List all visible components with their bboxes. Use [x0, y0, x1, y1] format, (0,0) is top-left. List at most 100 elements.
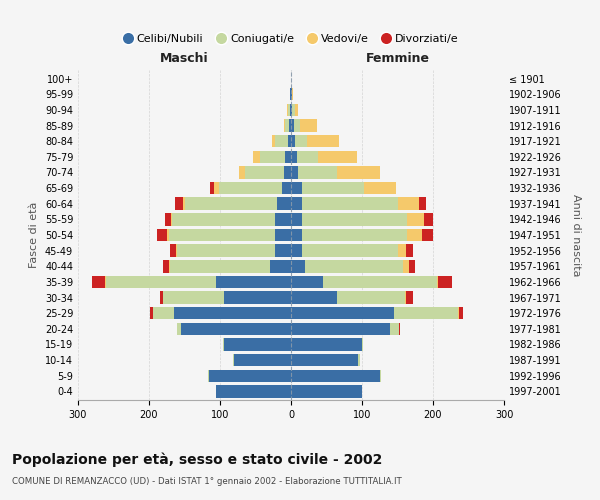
Bar [224, 338, 291, 350]
Bar [286, 150, 291, 163]
Bar [404, 292, 406, 304]
Bar [284, 166, 291, 178]
Bar [183, 198, 185, 210]
Bar [337, 292, 404, 304]
Bar [291, 135, 295, 147]
Bar [151, 307, 152, 320]
Bar [302, 213, 407, 226]
Bar [260, 150, 286, 163]
Bar [270, 260, 291, 272]
Bar [239, 166, 245, 178]
Bar [217, 276, 291, 288]
Bar [291, 182, 302, 194]
Bar [291, 307, 394, 320]
Bar [289, 120, 291, 132]
Bar [219, 182, 282, 194]
Bar [291, 150, 296, 163]
Bar [234, 354, 291, 366]
Bar [176, 244, 178, 257]
Bar [424, 213, 433, 226]
Bar [291, 354, 358, 366]
Bar [399, 322, 400, 335]
Bar [291, 228, 302, 241]
Bar [364, 182, 396, 194]
Bar [288, 135, 291, 147]
Bar [406, 292, 413, 304]
Bar [169, 260, 170, 272]
Bar [174, 307, 291, 320]
Bar [403, 260, 409, 272]
Bar [210, 182, 214, 194]
Legend: Celibi/Nubili, Coniugati/e, Vedovi/e, Divorziati/e: Celibi/Nubili, Coniugati/e, Vedovi/e, Di… [119, 30, 463, 48]
Bar [398, 198, 419, 210]
Bar [292, 104, 295, 116]
Bar [208, 370, 209, 382]
Bar [298, 166, 337, 178]
Bar [171, 213, 172, 226]
Bar [284, 120, 286, 132]
Bar [224, 292, 291, 304]
Text: COMUNE DI REMANZACCO (UD) - Dati ISTAT 1° gennaio 2002 - Elaborazione TUTTITALIA: COMUNE DI REMANZACCO (UD) - Dati ISTAT 1… [12, 478, 402, 486]
Bar [459, 307, 463, 320]
Bar [291, 370, 380, 382]
Bar [380, 370, 381, 382]
Bar [291, 338, 362, 350]
Bar [323, 276, 437, 288]
Bar [214, 182, 219, 194]
Bar [233, 354, 234, 366]
Bar [358, 354, 360, 366]
Bar [291, 244, 302, 257]
Bar [409, 260, 415, 272]
Bar [291, 104, 292, 116]
Bar [394, 307, 458, 320]
Bar [337, 166, 380, 178]
Bar [302, 244, 398, 257]
Bar [295, 104, 298, 116]
Bar [302, 228, 407, 241]
Bar [296, 150, 318, 163]
Bar [291, 120, 294, 132]
Bar [92, 276, 105, 288]
Bar [294, 120, 299, 132]
Bar [178, 322, 181, 335]
Bar [209, 370, 291, 382]
Y-axis label: Fasce di età: Fasce di età [29, 202, 39, 268]
Bar [419, 198, 426, 210]
Bar [181, 322, 291, 335]
Bar [406, 244, 413, 257]
Bar [307, 135, 339, 147]
Bar [458, 307, 459, 320]
Bar [275, 213, 291, 226]
Bar [291, 385, 362, 398]
Bar [166, 213, 171, 226]
Bar [275, 244, 291, 257]
Bar [185, 198, 277, 210]
Bar [398, 244, 406, 257]
Bar [438, 276, 452, 288]
Bar [272, 135, 275, 147]
Bar [157, 228, 167, 241]
Bar [253, 150, 260, 163]
Bar [302, 182, 364, 194]
Bar [178, 244, 275, 257]
Y-axis label: Anni di nascita: Anni di nascita [571, 194, 581, 276]
Bar [282, 182, 291, 194]
Bar [291, 166, 298, 178]
Bar [291, 322, 391, 335]
Bar [291, 213, 302, 226]
Bar [245, 166, 284, 178]
Bar [163, 292, 224, 304]
Text: Femmine: Femmine [365, 52, 430, 64]
Text: Popolazione per età, sesso e stato civile - 2002: Popolazione per età, sesso e stato civil… [12, 452, 382, 467]
Bar [305, 260, 403, 272]
Bar [172, 213, 275, 226]
Bar [318, 150, 357, 163]
Bar [223, 338, 224, 350]
Bar [291, 198, 302, 210]
Bar [391, 322, 399, 335]
Bar [288, 104, 290, 116]
Bar [299, 120, 317, 132]
Bar [152, 307, 174, 320]
Bar [407, 213, 424, 226]
Bar [291, 260, 305, 272]
